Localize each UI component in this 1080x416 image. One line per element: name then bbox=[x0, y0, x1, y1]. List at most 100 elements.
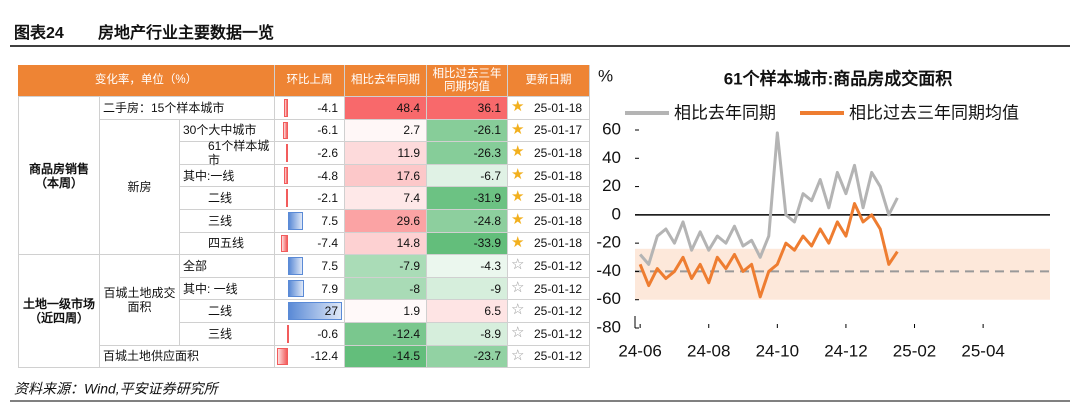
heat-cell: -24.8 bbox=[427, 210, 508, 233]
value-cell: -2.6 bbox=[275, 142, 345, 165]
x-tick-label: 24-12 bbox=[824, 341, 867, 360]
date-cell: 25-01-17 bbox=[508, 119, 590, 143]
row-label: 其中: 一线 bbox=[180, 277, 275, 301]
date-cell: 25-01-12 bbox=[508, 345, 590, 369]
row-label: 二线 bbox=[180, 187, 275, 210]
value-cell: 7.5 bbox=[275, 255, 345, 278]
header-cell: 环比上周 bbox=[275, 65, 345, 97]
data-bar bbox=[288, 279, 304, 298]
data-bar bbox=[284, 99, 288, 117]
heat-cell: 14.8 bbox=[345, 232, 427, 256]
date-cell: 25-01-12 bbox=[508, 255, 590, 278]
heat-cell: -33.9 bbox=[427, 232, 508, 256]
value-cell: -7.4 bbox=[275, 232, 345, 256]
x-tick-label: 24-08 bbox=[687, 341, 730, 360]
heat-cell: -31.9 bbox=[427, 187, 508, 210]
heat-cell: 6.5 bbox=[427, 300, 508, 323]
value-cell: -0.6 bbox=[275, 323, 345, 346]
row-label: 三线 bbox=[180, 323, 275, 346]
heat-cell: 36.1 bbox=[427, 97, 508, 120]
row-label: 二线 bbox=[180, 300, 275, 323]
heat-cell: -6.7 bbox=[427, 164, 508, 188]
heat-cell: 29.6 bbox=[345, 210, 427, 233]
status-icon: ★ bbox=[511, 98, 525, 115]
legend-label: 相比过去三年同期均值 bbox=[849, 103, 1019, 122]
row-label: 其中:一线 bbox=[180, 164, 275, 188]
y-tick-label: -60 bbox=[596, 289, 621, 308]
series-line bbox=[638, 202, 899, 299]
heat-cell: -26.3 bbox=[427, 142, 508, 165]
row-label: 30个大中城市 bbox=[180, 119, 275, 143]
value-cell: -12.4 bbox=[275, 345, 345, 369]
date-cell: 25-01-18 bbox=[508, 187, 590, 210]
value-cell: 7.5 bbox=[275, 210, 345, 233]
value-cell: 27 bbox=[275, 300, 345, 323]
y-tick-label: 0 bbox=[612, 204, 621, 223]
status-icon: ☆ bbox=[511, 324, 525, 341]
data-bar bbox=[287, 325, 290, 343]
y-tick-label: 60 bbox=[602, 119, 621, 138]
heat-cell: -9 bbox=[427, 277, 508, 301]
heat-cell: 2.7 bbox=[345, 119, 427, 143]
x-tick-label: 25-04 bbox=[961, 341, 1004, 360]
source: 资料来源：Wind,平安证券研究所 bbox=[14, 381, 220, 397]
chart-title: 61个样本城市:商品房成交面积 bbox=[724, 68, 953, 88]
date-cell: 25-01-12 bbox=[508, 277, 590, 301]
status-icon: ☆ bbox=[511, 301, 525, 319]
figure-title: 房地产行业主要数据一览 bbox=[98, 23, 274, 42]
value-cell: -6.1 bbox=[275, 119, 345, 143]
date-cell: 25-01-18 bbox=[508, 210, 590, 233]
status-icon: ★ bbox=[511, 120, 525, 138]
header-cell: 更新日期 bbox=[508, 65, 590, 97]
row-label: 百城土地供应面积 bbox=[100, 345, 275, 369]
row-label: 二手房：15个样本城市 bbox=[100, 97, 275, 120]
value-cell: 7.9 bbox=[275, 277, 345, 301]
header-cell: 相比去年同期 bbox=[345, 65, 427, 97]
section-label: 商品房销售 （本周） bbox=[18, 97, 100, 256]
date-cell: 25-01-18 bbox=[508, 142, 590, 165]
date-cell: 25-01-18 bbox=[508, 164, 590, 188]
y-axis-label: % bbox=[598, 66, 613, 85]
x-tick-label: 25-02 bbox=[893, 341, 936, 360]
status-icon: ★ bbox=[511, 143, 525, 161]
status-icon: ★ bbox=[511, 188, 525, 206]
y-tick-label: -80 bbox=[596, 317, 621, 336]
value-cell: -4.8 bbox=[275, 164, 345, 188]
figure-label: 图表24 bbox=[14, 23, 64, 42]
status-icon: ☆ bbox=[511, 256, 525, 274]
heat-cell: 17.6 bbox=[345, 164, 427, 188]
series-line bbox=[639, 131, 899, 266]
x-tick-label: 24-06 bbox=[618, 341, 661, 360]
value-cell: -4.1 bbox=[275, 97, 345, 120]
heat-cell: -8 bbox=[345, 277, 427, 301]
status-icon: ★ bbox=[511, 233, 525, 251]
data-bar bbox=[282, 121, 288, 140]
subsection-label: 新房 bbox=[100, 119, 180, 256]
row-label: 三线 bbox=[180, 210, 275, 233]
status-icon: ☆ bbox=[511, 278, 525, 296]
header-cell: 变化率，单位（%） bbox=[18, 65, 275, 97]
data-bar bbox=[288, 257, 303, 275]
date-cell: 25-01-12 bbox=[508, 300, 590, 323]
date-cell: 25-01-18 bbox=[508, 232, 590, 256]
value-cell: -2.1 bbox=[275, 187, 345, 210]
data-bar bbox=[285, 144, 288, 162]
heat-cell: -23.7 bbox=[427, 345, 508, 369]
heat-cell: -4.3 bbox=[427, 255, 508, 278]
heat-cell: 1.9 bbox=[345, 300, 427, 323]
section-label: 土地一级市场 （近四周） bbox=[18, 255, 100, 369]
heat-cell: -26.1 bbox=[427, 119, 508, 143]
row-label: 四五线 bbox=[180, 232, 275, 256]
row-label: 全部 bbox=[180, 255, 275, 278]
legend-label: 相比去年同期 bbox=[674, 103, 776, 122]
y-tick-label: 40 bbox=[602, 148, 621, 167]
status-icon: ★ bbox=[511, 165, 525, 183]
status-icon: ☆ bbox=[511, 346, 525, 364]
status-icon: ★ bbox=[511, 211, 525, 228]
heat-cell: -8.9 bbox=[427, 323, 508, 346]
heat-cell: -12.4 bbox=[345, 323, 427, 346]
y-tick-label: -40 bbox=[596, 261, 621, 280]
data-bar bbox=[288, 212, 303, 230]
